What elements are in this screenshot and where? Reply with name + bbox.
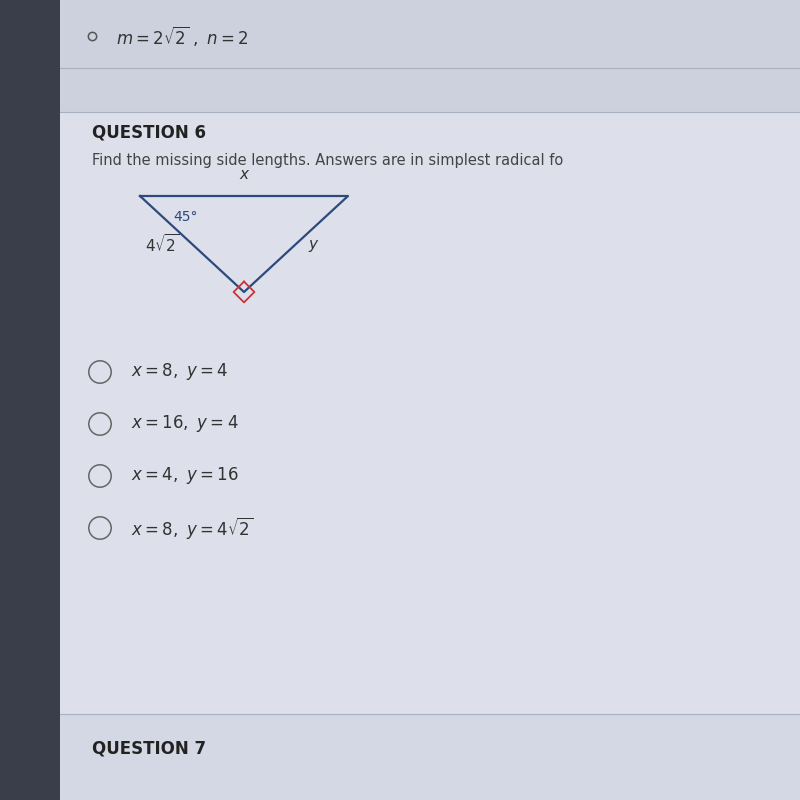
Text: $x = 4,\ y = 16$: $x = 4,\ y = 16$ [131, 466, 238, 486]
Text: Find the missing side lengths. Answers are in simplest radical fo: Find the missing side lengths. Answers a… [92, 153, 563, 167]
Text: 45°: 45° [174, 210, 198, 224]
Text: x: x [239, 166, 249, 182]
Text: $m = 2\sqrt{2}\ ,\ n = 2$: $m = 2\sqrt{2}\ ,\ n = 2$ [116, 24, 249, 48]
Text: $x = 8,\ y = 4\sqrt{2}$: $x = 8,\ y = 4\sqrt{2}$ [131, 515, 254, 541]
Text: $x = 16,\ y = 4$: $x = 16,\ y = 4$ [131, 414, 238, 434]
FancyBboxPatch shape [0, 0, 60, 800]
Text: $x = 8,\ y = 4$: $x = 8,\ y = 4$ [131, 362, 228, 382]
Text: $4\sqrt{2}$: $4\sqrt{2}$ [146, 233, 180, 255]
FancyBboxPatch shape [60, 0, 800, 112]
Text: QUESTION 6: QUESTION 6 [92, 123, 206, 141]
Text: y: y [308, 237, 317, 251]
FancyBboxPatch shape [60, 112, 800, 714]
Text: QUESTION 7: QUESTION 7 [92, 739, 206, 757]
